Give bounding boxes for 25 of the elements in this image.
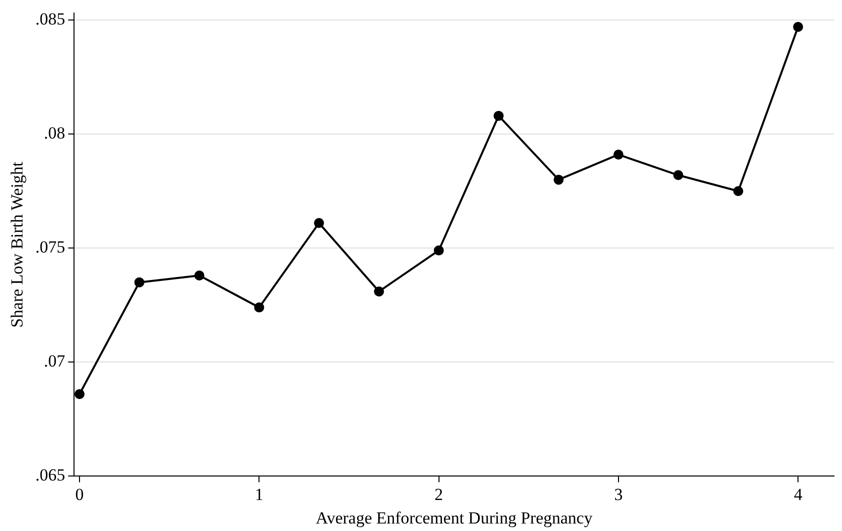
point (254, 302, 264, 312)
point (793, 22, 804, 32)
point (494, 110, 504, 121)
x-tick-label: 4 (794, 484, 803, 504)
point (194, 270, 204, 280)
y-axis-title: Share Low Birth Weight (8, 161, 27, 328)
y-tick-label: .08 (44, 124, 66, 143)
point (74, 389, 85, 400)
x-axis-title: Average Enforcement During Pregnancy (316, 508, 593, 528)
x-tick-label: 3 (614, 484, 623, 504)
y-tick-label: .075 (35, 238, 66, 257)
x-tick-label: 1 (254, 484, 264, 504)
point (673, 170, 684, 180)
point (554, 174, 564, 185)
x-tick-label: 0 (75, 484, 84, 504)
point (134, 277, 144, 288)
point (613, 150, 624, 160)
y-tick-label: .085 (35, 10, 66, 29)
x-tick-label: 2 (434, 484, 444, 504)
y-tick-label: .07 (44, 352, 66, 371)
y-tick-label: .065 (35, 466, 66, 485)
point (434, 245, 444, 256)
point (374, 286, 384, 296)
point (733, 186, 744, 196)
point (314, 218, 324, 228)
